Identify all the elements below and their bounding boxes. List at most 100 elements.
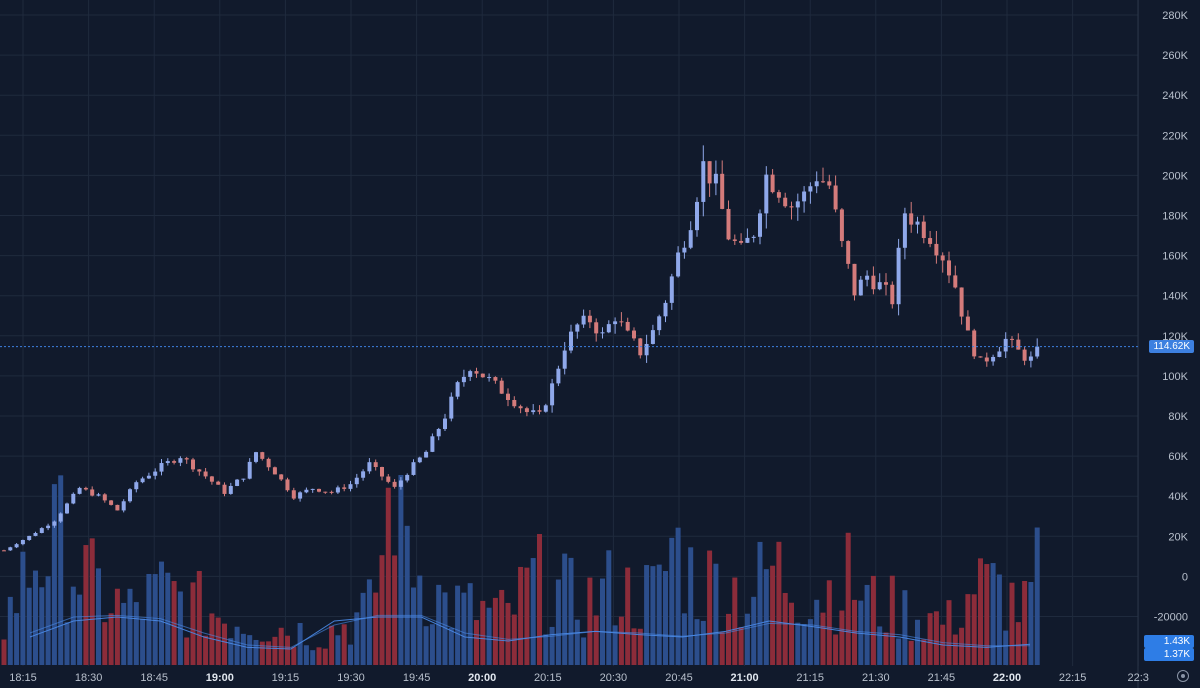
candle[interactable] [594, 318, 599, 342]
candle[interactable] [556, 365, 561, 387]
candle[interactable] [335, 485, 340, 494]
candle[interactable] [745, 228, 750, 244]
candle[interactable] [411, 459, 416, 476]
candle[interactable] [222, 482, 227, 497]
candle[interactable] [909, 201, 914, 233]
candle[interactable] [39, 527, 44, 534]
candle[interactable] [65, 502, 69, 514]
candle[interactable] [846, 240, 851, 269]
candle[interactable] [789, 201, 794, 220]
candle[interactable] [468, 369, 473, 381]
candle[interactable] [178, 456, 183, 467]
candle[interactable] [531, 404, 536, 415]
candle[interactable] [613, 317, 618, 334]
candle[interactable] [153, 468, 158, 480]
candle[interactable] [254, 451, 258, 464]
candle[interactable] [109, 500, 114, 506]
candle[interactable] [14, 542, 19, 549]
candle[interactable] [354, 473, 359, 488]
candle[interactable] [550, 378, 555, 413]
candle[interactable] [140, 476, 145, 484]
candle[interactable] [235, 478, 240, 487]
candle[interactable] [172, 459, 177, 465]
candle[interactable] [304, 487, 309, 494]
candle[interactable] [587, 310, 592, 329]
candle[interactable] [827, 174, 832, 190]
candle[interactable] [247, 458, 252, 480]
candle[interactable] [2, 549, 6, 552]
time-axis[interactable]: 18:15 18:30 18:45 19:00 19:15 19:30 19:45 20:00… [9, 672, 1149, 684]
candle[interactable] [1035, 338, 1040, 359]
candle[interactable] [317, 488, 321, 493]
candle[interactable] [632, 327, 636, 341]
candle[interactable] [310, 488, 315, 493]
candle[interactable] [669, 273, 674, 310]
candle[interactable] [928, 230, 933, 248]
candle[interactable] [197, 469, 202, 476]
candle[interactable] [619, 312, 624, 327]
candle[interactable] [443, 413, 447, 431]
candle[interactable] [430, 433, 435, 453]
candle[interactable] [71, 492, 76, 505]
candle[interactable] [96, 492, 101, 497]
candle[interactable] [512, 396, 517, 409]
candle[interactable] [764, 166, 769, 229]
candle[interactable] [436, 427, 441, 441]
candle[interactable] [808, 182, 813, 204]
candle[interactable] [921, 215, 926, 244]
candle[interactable] [52, 520, 57, 528]
candle[interactable] [518, 404, 523, 414]
candle[interactable] [493, 376, 498, 384]
candle[interactable] [934, 230, 939, 264]
candle[interactable] [241, 478, 246, 482]
candle[interactable] [228, 482, 233, 495]
candle[interactable] [575, 323, 580, 339]
candle[interactable] [83, 486, 88, 491]
candle[interactable] [159, 458, 164, 476]
candle[interactable] [266, 457, 271, 471]
candle[interactable] [543, 403, 548, 413]
candle[interactable] [203, 468, 208, 479]
candle[interactable] [474, 367, 479, 378]
candle[interactable] [701, 145, 706, 217]
candle[interactable] [115, 504, 120, 511]
candle[interactable] [329, 490, 334, 495]
candle[interactable] [783, 192, 788, 208]
candle[interactable] [858, 275, 863, 296]
candle[interactable] [776, 189, 781, 203]
candle[interactable] [569, 324, 573, 354]
candle[interactable] [676, 246, 681, 278]
candle[interactable] [688, 221, 693, 250]
candle[interactable] [20, 539, 25, 546]
candle[interactable] [852, 263, 857, 301]
candle[interactable] [537, 405, 542, 415]
candle[interactable] [216, 480, 221, 485]
candle[interactable] [802, 186, 807, 213]
candle[interactable] [90, 486, 95, 497]
candles[interactable] [2, 145, 1040, 552]
candle[interactable] [871, 266, 876, 295]
candle[interactable] [695, 197, 699, 237]
candle[interactable] [896, 238, 901, 316]
candle[interactable] [128, 488, 132, 503]
candle[interactable] [713, 160, 718, 196]
candle[interactable] [650, 324, 655, 345]
candle[interactable] [940, 252, 945, 273]
candle[interactable] [455, 380, 460, 400]
candle[interactable] [739, 233, 744, 245]
candle[interactable] [726, 200, 731, 241]
candle[interactable] [877, 273, 882, 291]
candle[interactable] [978, 356, 983, 358]
candle[interactable] [732, 234, 737, 245]
candle[interactable] [386, 474, 391, 484]
candle[interactable] [424, 450, 429, 458]
candle[interactable] [8, 546, 13, 551]
candle[interactable] [77, 486, 82, 495]
candle[interactable] [600, 327, 605, 339]
candle[interactable] [581, 309, 586, 328]
candle[interactable] [184, 456, 189, 464]
candle[interactable] [890, 281, 895, 309]
candle[interactable] [625, 317, 630, 332]
candle[interactable] [707, 161, 712, 197]
